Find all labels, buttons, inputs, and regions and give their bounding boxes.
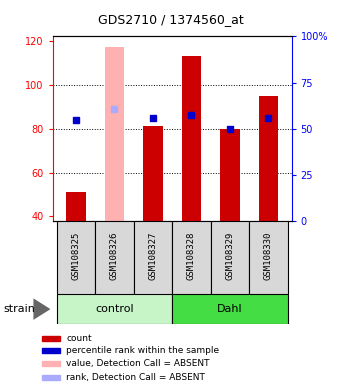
Text: rank, Detection Call = ABSENT: rank, Detection Call = ABSENT bbox=[66, 373, 205, 382]
Text: GDS2710 / 1374560_at: GDS2710 / 1374560_at bbox=[98, 13, 243, 26]
Text: Dahl: Dahl bbox=[217, 304, 243, 314]
Polygon shape bbox=[33, 298, 50, 320]
Bar bbox=[42, 348, 60, 353]
Text: GSM108330: GSM108330 bbox=[264, 232, 273, 280]
Text: GSM108325: GSM108325 bbox=[72, 232, 80, 280]
Bar bbox=[182, 56, 201, 221]
Text: control: control bbox=[95, 304, 134, 314]
Bar bbox=[42, 361, 60, 366]
Bar bbox=[211, 221, 249, 294]
Bar bbox=[172, 221, 211, 294]
Text: GSM108327: GSM108327 bbox=[148, 232, 158, 280]
Bar bbox=[249, 221, 288, 294]
Text: GSM108326: GSM108326 bbox=[110, 232, 119, 280]
Text: GSM108328: GSM108328 bbox=[187, 232, 196, 280]
Bar bbox=[95, 221, 134, 294]
Bar bbox=[57, 221, 95, 294]
Bar bbox=[172, 295, 288, 324]
Bar bbox=[42, 374, 60, 380]
Text: percentile rank within the sample: percentile rank within the sample bbox=[66, 346, 220, 355]
Text: value, Detection Call = ABSENT: value, Detection Call = ABSENT bbox=[66, 359, 210, 368]
Bar bbox=[42, 336, 60, 341]
Bar bbox=[105, 48, 124, 221]
Bar bbox=[134, 221, 172, 294]
Bar bbox=[220, 129, 240, 221]
Bar bbox=[259, 96, 278, 221]
Text: strain: strain bbox=[3, 304, 35, 314]
Bar bbox=[57, 295, 172, 324]
Bar bbox=[66, 192, 86, 221]
Text: GSM108329: GSM108329 bbox=[225, 232, 235, 280]
Text: count: count bbox=[66, 334, 92, 343]
Bar bbox=[143, 126, 163, 221]
